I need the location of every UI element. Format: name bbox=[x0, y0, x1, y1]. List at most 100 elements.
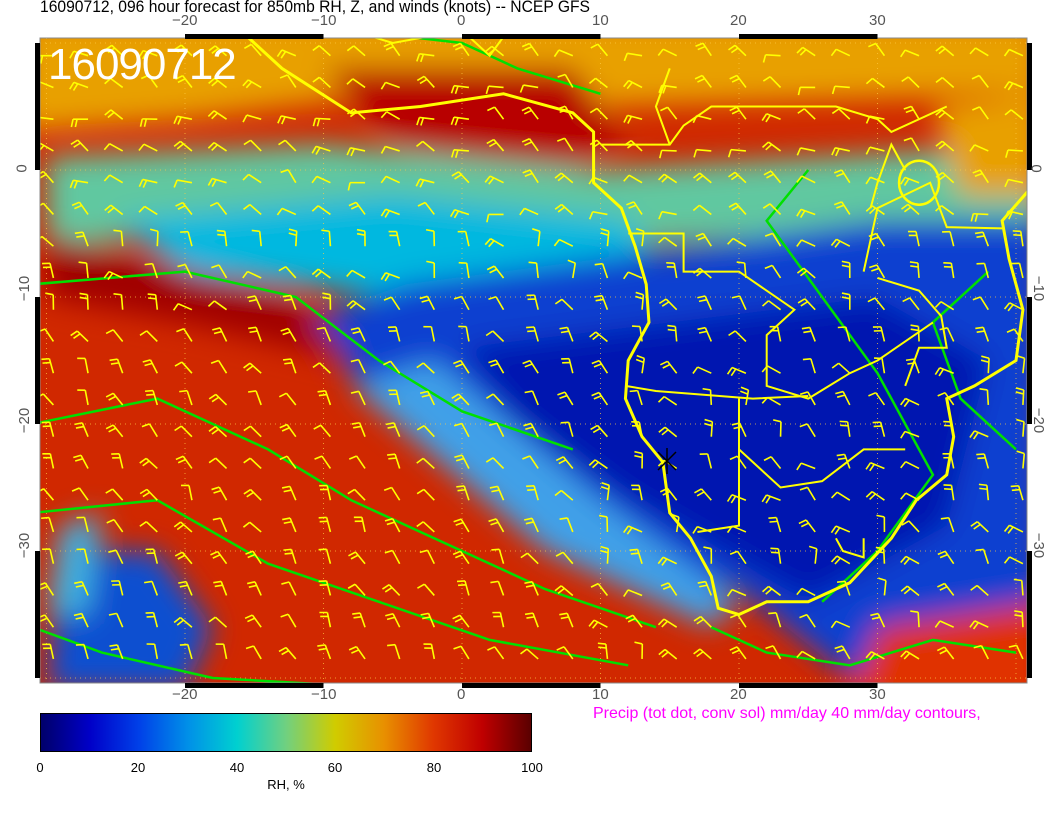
wind-barb-feather bbox=[657, 459, 665, 467]
wind-barb-shaft bbox=[769, 203, 782, 216]
x-tick-bottom: 20 bbox=[730, 686, 747, 703]
wind-barb-feather bbox=[276, 207, 283, 216]
wind-barb-shaft bbox=[979, 106, 989, 120]
wind-barb-feather bbox=[740, 386, 749, 391]
wind-barb-shaft bbox=[736, 74, 747, 88]
wind-barb-feather bbox=[283, 489, 292, 493]
wind-barb-feather bbox=[693, 615, 702, 622]
wind-barb-feather bbox=[110, 647, 119, 651]
wind-barb bbox=[41, 357, 55, 374]
wind-barb bbox=[487, 106, 505, 120]
wind-barb-shaft bbox=[183, 328, 193, 342]
wind-barb-feather bbox=[697, 326, 706, 331]
wind-barb-feather bbox=[69, 81, 75, 90]
wind-barb-feather bbox=[697, 236, 706, 241]
wind-barb-shaft bbox=[535, 262, 539, 279]
wind-barb-feather bbox=[662, 85, 667, 94]
wind-barb-shaft bbox=[1007, 149, 1023, 152]
wind-barb-shaft bbox=[187, 231, 193, 247]
wind-barb-shaft bbox=[770, 170, 782, 184]
wind-barb-feather bbox=[907, 362, 916, 365]
wind-barb-feather bbox=[76, 235, 85, 238]
wind-barb-shaft bbox=[561, 298, 574, 311]
wind-barb-feather bbox=[524, 612, 534, 616]
wind-barb-feather bbox=[40, 393, 44, 397]
wind-barb-shaft bbox=[315, 117, 331, 120]
wind-barb-shaft bbox=[459, 614, 470, 628]
wind-barb-feather bbox=[487, 106, 495, 112]
wind-barb-shaft bbox=[558, 238, 574, 247]
wind-barb-feather bbox=[731, 295, 740, 299]
wind-barb-shaft bbox=[1008, 48, 1024, 57]
wind-barb-feather bbox=[490, 580, 499, 584]
rh-region bbox=[462, 297, 989, 602]
wind-barb bbox=[1015, 387, 1025, 405]
wind-barb-feather bbox=[490, 521, 499, 526]
wind-barb bbox=[830, 238, 851, 248]
wind-barb-feather bbox=[761, 365, 769, 373]
wind-barb-shaft bbox=[255, 327, 262, 342]
wind-barb-feather bbox=[831, 86, 836, 95]
wind-barb bbox=[139, 118, 158, 127]
wind-barb-feather bbox=[667, 328, 676, 332]
wind-barb bbox=[594, 294, 609, 310]
wind-barb-shaft bbox=[73, 179, 89, 184]
wind-barb bbox=[423, 643, 436, 660]
wind-barb bbox=[659, 487, 678, 501]
wind-barb-shaft bbox=[950, 263, 955, 279]
wind-barb-feather bbox=[108, 427, 117, 433]
wind-barb bbox=[900, 555, 920, 565]
wind-barb-feather bbox=[415, 140, 424, 148]
wind-barb-feather bbox=[728, 171, 736, 178]
wind-barb bbox=[972, 106, 989, 120]
wind-barb bbox=[970, 584, 989, 597]
wind-barb-shaft bbox=[801, 239, 816, 247]
wind-barb-shaft bbox=[395, 390, 401, 406]
wind-barb bbox=[212, 327, 228, 342]
wind-barb-feather bbox=[242, 271, 249, 279]
wind-barb bbox=[970, 212, 989, 222]
wind-barb-feather bbox=[348, 201, 357, 207]
wind-barb-shaft bbox=[627, 525, 643, 533]
wind-barb-feather bbox=[419, 179, 425, 188]
height-contour bbox=[40, 498, 629, 667]
wind-barb-shaft bbox=[325, 580, 332, 596]
wind-barb bbox=[836, 580, 851, 596]
wind-barb-feather bbox=[348, 645, 357, 651]
wind-barb-shaft bbox=[944, 392, 955, 406]
wind-barb-shaft bbox=[320, 424, 332, 438]
wind-barb-feather bbox=[384, 517, 393, 522]
wind-barb-shaft bbox=[696, 525, 712, 533]
wind-barb-shaft bbox=[709, 389, 713, 405]
wind-barb-shaft bbox=[526, 552, 539, 565]
wind-barb-shaft bbox=[144, 205, 158, 216]
wind-barb-feather bbox=[421, 394, 430, 398]
wind-barb bbox=[353, 516, 366, 533]
wind-barb-shaft bbox=[706, 453, 713, 469]
wind-barb-feather bbox=[590, 582, 599, 588]
wind-barb-feather bbox=[105, 329, 114, 335]
wind-barb bbox=[523, 422, 539, 438]
wind-barb bbox=[416, 521, 435, 533]
wind-barb bbox=[42, 548, 55, 564]
wind-barb bbox=[248, 390, 262, 406]
wind-barb-shaft bbox=[806, 423, 816, 438]
wind-barb bbox=[69, 179, 89, 189]
wind-barb bbox=[1016, 418, 1025, 437]
wind-barb-shaft bbox=[324, 644, 332, 660]
wind-barb-shaft bbox=[219, 517, 228, 533]
wind-barb bbox=[276, 207, 297, 216]
wind-barb bbox=[420, 612, 436, 628]
wind-barb bbox=[943, 420, 955, 437]
wind-barb-feather bbox=[624, 139, 632, 146]
wind-barb-feather bbox=[387, 453, 396, 456]
wind-barb-feather bbox=[72, 83, 79, 91]
wind-barb-shaft bbox=[214, 616, 228, 628]
wind-barb bbox=[658, 426, 678, 438]
wind-barb bbox=[900, 430, 920, 439]
wind-barb-feather bbox=[1011, 488, 1020, 492]
wind-barb-feather bbox=[830, 48, 837, 57]
wind-barb bbox=[174, 361, 193, 374]
wind-barb bbox=[416, 75, 435, 88]
wind-barb-feather bbox=[763, 170, 772, 176]
